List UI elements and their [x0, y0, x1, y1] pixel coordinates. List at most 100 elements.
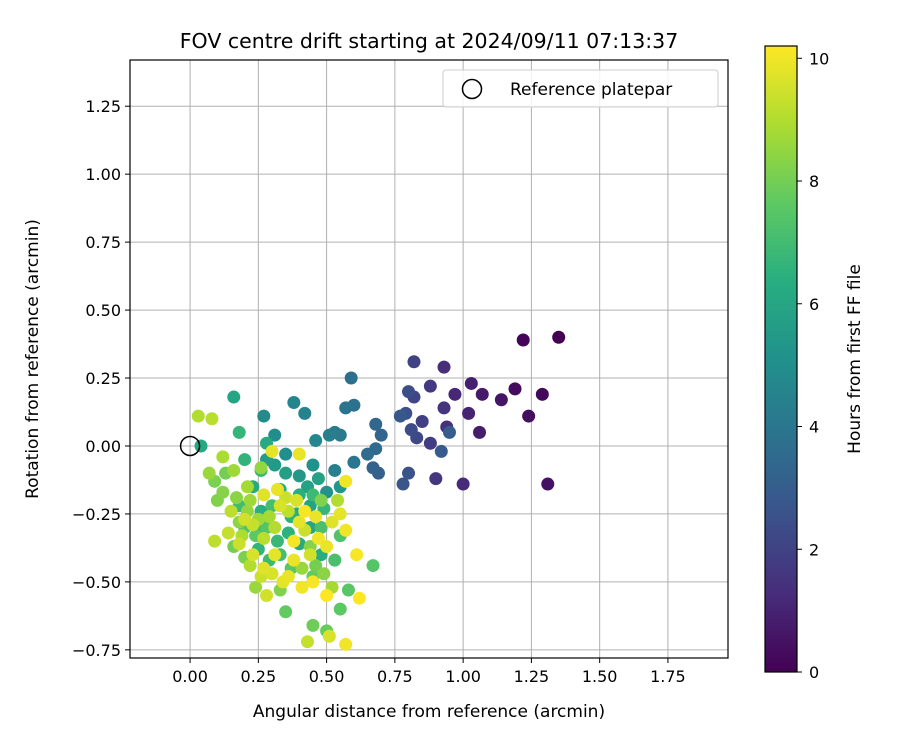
data-point [270, 482, 284, 496]
colorbar-ticks: 0 2 4 6 8 10 [797, 49, 829, 682]
data-point [475, 387, 489, 401]
data-points [191, 330, 566, 651]
data-point [194, 439, 208, 453]
x-tick-label: 0.00 [172, 667, 208, 686]
data-point [314, 493, 328, 507]
y-tick-label: −0.75 [72, 641, 121, 660]
data-point [322, 428, 336, 442]
legend-box [442, 69, 719, 108]
x-axis-label: Angular distance from reference (arcmin) [253, 702, 605, 722]
plot-frame [129, 59, 729, 659]
data-point [246, 548, 260, 562]
colorbar-tick-label: 2 [809, 540, 819, 559]
data-point [287, 395, 301, 409]
data-point [298, 406, 312, 420]
data-point [366, 559, 380, 573]
colorbar-label: Hours from first FF file [845, 264, 865, 454]
data-point [541, 477, 555, 491]
x-tick-label: 0.50 [309, 667, 345, 686]
data-point [287, 553, 301, 567]
data-point [516, 333, 530, 347]
data-point [350, 548, 364, 562]
data-point [339, 523, 353, 537]
data-point [309, 559, 323, 573]
data-point [295, 561, 309, 575]
data-point [279, 466, 293, 480]
data-point [227, 463, 241, 477]
y-tick-label: 1.25 [85, 97, 121, 116]
data-point [404, 423, 418, 437]
x-tick-label: 0.75 [377, 667, 413, 686]
legend-marker [461, 78, 483, 100]
colorbar-tick-label: 8 [809, 172, 819, 191]
data-point [437, 360, 451, 374]
data-point [232, 425, 246, 439]
data-point [473, 425, 487, 439]
data-point [260, 588, 274, 602]
data-point [273, 499, 287, 513]
data-point [448, 387, 462, 401]
data-point [333, 507, 347, 521]
data-point [341, 583, 355, 597]
legend: Reference platepar [442, 69, 719, 108]
data-point [322, 629, 336, 643]
x-tick-label: 1.00 [445, 667, 481, 686]
data-point [295, 580, 309, 594]
x-tick-label: 0.25 [241, 667, 277, 686]
data-point [257, 531, 271, 545]
data-point [402, 466, 416, 480]
colorbar-tick-label: 4 [809, 418, 819, 437]
data-point [508, 382, 522, 396]
data-point [369, 417, 383, 431]
data-point [292, 515, 306, 529]
y-tick-label: 0.50 [85, 301, 121, 320]
data-point [407, 355, 421, 369]
x-axis-ticks: 0.00 0.25 0.50 0.75 1.00 1.25 1.50 1.75 [172, 658, 686, 686]
data-point [361, 447, 375, 461]
data-point [331, 493, 345, 507]
data-point [552, 330, 566, 344]
data-point [306, 575, 320, 589]
data-point [205, 412, 219, 426]
colorbar-tick-label: 0 [809, 663, 819, 682]
colorbar-tick-label: 10 [809, 49, 829, 68]
data-point [309, 434, 323, 448]
data-point [522, 409, 536, 423]
data-point [290, 493, 304, 507]
data-point [393, 409, 407, 423]
data-point [320, 540, 334, 554]
data-point [238, 453, 252, 467]
data-point [317, 567, 331, 581]
data-point [221, 526, 235, 540]
grid-lines [130, 60, 728, 658]
data-point [249, 580, 263, 594]
y-tick-label: 0.00 [85, 437, 121, 456]
data-point [320, 588, 334, 602]
data-point [303, 548, 317, 562]
data-point [238, 512, 252, 526]
data-point [262, 510, 276, 524]
data-point [339, 401, 353, 415]
data-point [306, 458, 320, 472]
legend-entry: Reference platepar [510, 80, 672, 100]
reference-platepar-marker [179, 435, 201, 457]
y-axis-label: Rotation from reference (arcmin) [23, 219, 43, 499]
data-point [257, 409, 271, 423]
data-point [328, 553, 342, 567]
data-point [216, 450, 230, 464]
data-point [279, 605, 293, 619]
data-point [339, 637, 353, 651]
x-tick-label: 1.50 [582, 667, 618, 686]
colorbar-gradient [764, 45, 798, 673]
y-tick-label: 0.75 [85, 233, 121, 252]
data-point [344, 371, 358, 385]
data-point [191, 409, 205, 423]
data-point [456, 477, 470, 491]
data-point [224, 504, 238, 518]
y-tick-label: −0.25 [72, 505, 121, 524]
data-point [366, 461, 380, 475]
data-point [229, 491, 243, 505]
data-point [243, 559, 257, 573]
data-point [325, 515, 339, 529]
